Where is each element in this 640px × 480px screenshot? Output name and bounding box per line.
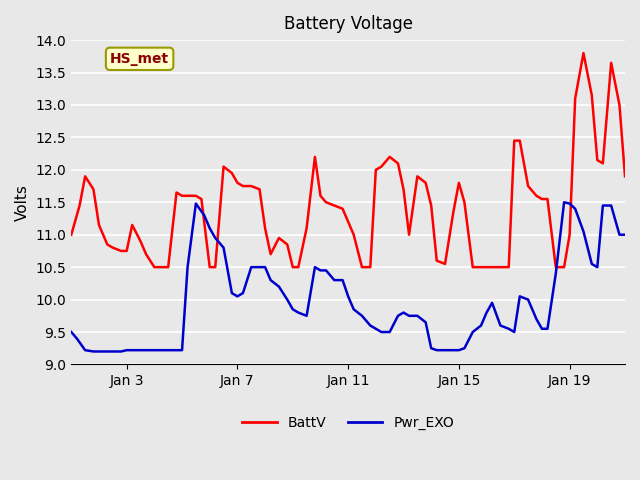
Text: HS_met: HS_met — [110, 52, 169, 66]
Legend: BattV, Pwr_EXO: BattV, Pwr_EXO — [237, 410, 460, 435]
Title: Battery Voltage: Battery Voltage — [284, 15, 413, 33]
Y-axis label: Volts: Volts — [15, 184, 30, 221]
